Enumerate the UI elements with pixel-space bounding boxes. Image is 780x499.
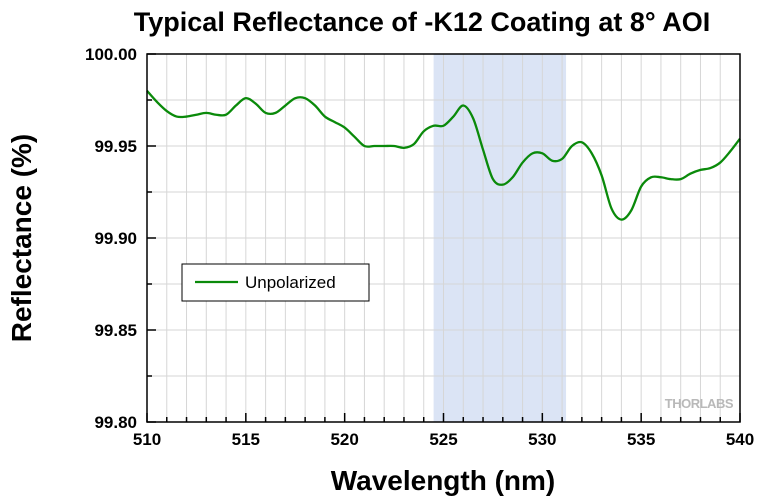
thorlabs-watermark: THORLABS bbox=[665, 396, 734, 411]
x-tick-label: 510 bbox=[133, 430, 161, 449]
y-tick-label: 99.90 bbox=[94, 229, 137, 248]
legend: Unpolarized bbox=[181, 263, 370, 302]
x-axis-label: Wavelength (nm) bbox=[331, 465, 556, 496]
x-tick-label: 515 bbox=[232, 430, 260, 449]
y-tick-label: 99.80 bbox=[94, 413, 137, 432]
x-tick-label: 525 bbox=[429, 430, 457, 449]
x-tick-labels: 510 515 520 525 530 535 540 bbox=[133, 430, 754, 449]
y-tick-label: 99.95 bbox=[94, 137, 137, 156]
series-line-unpolarized bbox=[146, 90, 741, 221]
y-axis-label: Reflectance (%) bbox=[6, 134, 37, 343]
y-tick-label: 100.00 bbox=[85, 45, 137, 64]
grid-lines bbox=[147, 54, 740, 422]
x-tick-label: 540 bbox=[726, 430, 754, 449]
x-tick-label: 520 bbox=[330, 430, 358, 449]
y-tick-label: 99.85 bbox=[94, 321, 137, 340]
chart-title: Typical Reflectance of -K12 Coating at 8… bbox=[134, 7, 710, 37]
axis-ticks bbox=[146, 53, 741, 423]
y-tick-labels: 99.80 99.85 99.90 99.95 100.00 bbox=[85, 45, 137, 432]
plot-area: THORLABS bbox=[146, 53, 741, 423]
legend-label-unpolarized: Unpolarized bbox=[245, 273, 336, 292]
x-tick-label: 530 bbox=[528, 430, 556, 449]
x-tick-label: 535 bbox=[627, 430, 655, 449]
